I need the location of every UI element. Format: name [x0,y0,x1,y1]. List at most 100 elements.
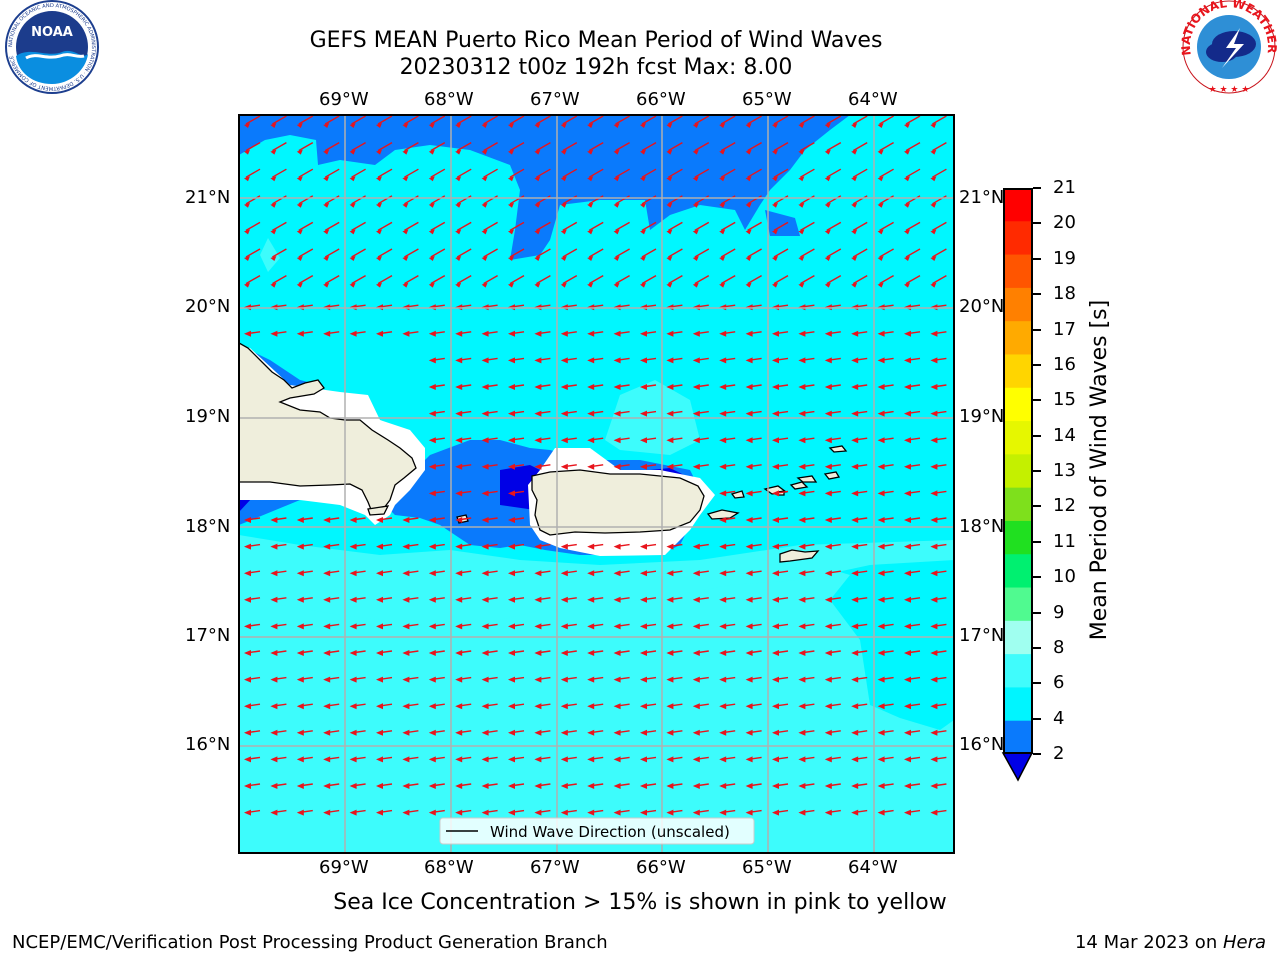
wind-arrow-head [560,650,568,656]
wind-arrow-head [692,676,700,683]
wind-arrow-head [719,729,727,736]
wind-arrow-head [745,756,753,763]
sea-ice-note: Sea Ice Concentration > 15% is shown in … [0,892,1280,914]
wind-arrow-head [666,149,673,155]
wind-arrow-head [877,256,884,261]
virgin-island [796,475,818,483]
wind-arrow-head [534,703,542,710]
wind-arrow [536,141,551,152]
wind-arrow-head [772,676,779,683]
wind-arrow-head [560,202,567,208]
wind-arrow-head [851,676,859,683]
wind-arrow-head [930,282,937,288]
wind-arrow-head [851,756,859,763]
wind-arrow-head [719,490,727,497]
colorbar-tick-mark [1033,328,1041,331]
wind-arrow-head [613,149,620,155]
wind-arrow-head [270,256,277,261]
wind-arrow-head [534,729,542,736]
wind-arrow-head [745,282,752,288]
wind-arrow-head [244,229,250,235]
wind-arrow-head [534,330,542,337]
wind-arrow-head [481,149,488,155]
wind-arrow [826,248,842,258]
wind-arrow-head [851,202,858,208]
wind-arrow [773,115,789,125]
wind-arrow [694,248,710,258]
wind-arrow-head [666,809,674,816]
wind-arrow-head [692,756,700,763]
wind-arrow [456,221,472,232]
wind-arrow-head [640,623,647,630]
wind-arrow-head [824,229,831,235]
wind-arrow-head [640,410,647,417]
wind-arrow-head [798,650,806,656]
wind-arrow-head [640,729,647,736]
wind-arrow [668,168,683,178]
wind-arrow-head [323,123,330,128]
colorbar-tick-label: 11 [1053,530,1076,552]
wind-arrow-head [455,729,463,736]
wind-arrow-head [798,357,806,364]
lat-label-left: 17°N [185,625,231,646]
legend-box [439,817,755,845]
footer-branch: NCEP/EMC/Verification Post Processing Pr… [12,932,608,953]
wind-arrow-head [719,149,726,155]
wind-arrow-head [560,596,568,603]
period-below-2-region [239,498,252,512]
wind-arrow [483,274,498,285]
wind-arrow-head [455,330,463,337]
wind-arrow-head [270,650,278,656]
wind-arrow-head [323,703,331,710]
wind-arrow-head [613,123,620,128]
wind-arrow-head [745,783,753,789]
wind-arrow-head [508,410,515,417]
wind-arrow-head [640,650,647,656]
wind-arrow-head [719,676,727,683]
wind-arrow [852,115,868,125]
colorbar-band [1003,354,1033,389]
wind-arrow-head [481,623,489,630]
wind-arrow-head [640,756,647,763]
wind-arrow-head [587,783,595,789]
wind-arrow [641,168,657,178]
wind-arrow-head [587,357,595,364]
wind-arrow [351,141,366,152]
map-plot-area [239,115,954,853]
wind-arrow-head [692,176,699,182]
wind-arrow [562,115,578,125]
wind-arrow-head [455,543,463,550]
wind-arrow [879,221,894,232]
wind-arrow-head [877,123,884,128]
wind-arrow-head [719,410,727,417]
wind-arrow-head [428,756,436,763]
wind-arrow-head [824,330,832,337]
lon-label-top: 67°W [530,89,580,110]
wind-arrow-head [772,543,779,550]
wind-arrow [245,115,261,125]
wind-arrow-head [798,543,806,550]
wind-arrow-head [244,176,250,182]
wind-arrow-head [481,282,488,288]
wind-arrow-head [481,330,489,337]
wind-arrow-head [376,543,383,550]
colorbar-tick-label: 21 [1053,177,1076,198]
wind-arrow-head [877,490,885,497]
wind-arrow [588,115,604,125]
wind-arrow-head [613,729,621,736]
wind-arrow [720,248,736,258]
wind-arrow-head [455,623,463,630]
wind-arrow [272,141,287,152]
wind-arrow-head [824,570,832,577]
wind-arrow [747,141,762,152]
anegada-island [828,445,848,453]
wind-arrow-head [904,123,910,128]
wind-arrow-head [824,490,832,497]
wind-arrow [456,195,472,205]
wind-arrow-head [244,623,251,630]
wind-arrow-head [904,176,910,182]
wind-arrow [483,195,498,205]
wind-arrow [615,248,630,258]
wind-arrow-head [534,543,542,550]
footer-date-text: 14 Mar 2023 on [1074,932,1223,953]
